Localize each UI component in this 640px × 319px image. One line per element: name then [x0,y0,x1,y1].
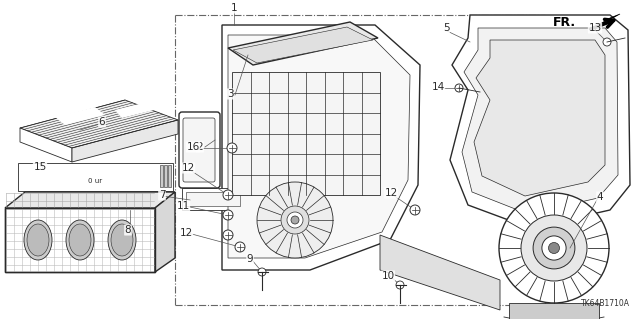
Text: 8: 8 [125,225,131,235]
Text: 10: 10 [381,271,395,281]
Polygon shape [5,192,175,208]
Polygon shape [228,35,410,258]
Polygon shape [380,235,500,310]
Circle shape [258,268,266,276]
Circle shape [235,242,245,252]
Circle shape [291,216,299,224]
Ellipse shape [66,220,94,260]
Polygon shape [115,100,162,118]
Circle shape [281,206,309,234]
Circle shape [533,227,575,269]
Text: TK64B1710A: TK64B1710A [581,299,630,308]
Polygon shape [222,25,420,270]
Bar [164,165,167,187]
Bar [160,165,163,187]
FancyBboxPatch shape [183,118,215,182]
Polygon shape [155,192,175,272]
Bar [186,192,240,206]
Circle shape [257,182,333,258]
Bar [182,188,244,210]
Circle shape [542,236,566,260]
Circle shape [455,84,463,92]
Polygon shape [5,208,155,272]
Ellipse shape [108,220,136,260]
Bar [509,303,599,319]
Circle shape [396,281,404,289]
Bar [18,163,173,191]
Circle shape [223,210,233,220]
Polygon shape [474,40,605,196]
Text: 13: 13 [588,23,602,33]
Text: 7: 7 [159,190,165,200]
Polygon shape [55,107,105,125]
Text: 6: 6 [99,117,106,127]
Polygon shape [450,15,630,228]
Text: 11: 11 [177,201,189,211]
Bar [5,208,155,272]
Polygon shape [590,14,620,30]
Text: 4: 4 [596,192,604,202]
Text: 3: 3 [227,89,234,99]
Ellipse shape [27,224,49,256]
Polygon shape [72,120,178,162]
Ellipse shape [69,224,91,256]
Text: 14: 14 [431,82,445,92]
Polygon shape [20,100,178,148]
Bar [232,72,380,195]
Circle shape [521,215,587,281]
Circle shape [499,193,609,303]
Polygon shape [233,27,373,63]
Polygon shape [20,128,72,162]
Bar [168,165,171,187]
Polygon shape [228,22,378,65]
Circle shape [223,230,233,240]
Text: 15: 15 [33,162,47,172]
Circle shape [227,143,237,153]
Text: FR.: FR. [553,16,576,28]
Circle shape [548,242,559,254]
Ellipse shape [111,224,133,256]
Circle shape [603,38,611,46]
FancyBboxPatch shape [179,112,220,188]
Text: 1: 1 [230,3,237,13]
Text: 5: 5 [443,23,449,33]
Text: 12: 12 [181,163,195,173]
Text: 16: 16 [186,142,200,152]
Circle shape [410,205,420,215]
Text: 2: 2 [196,142,204,152]
Polygon shape [462,28,618,214]
Text: 9: 9 [246,254,253,264]
Circle shape [287,212,303,228]
Text: 12: 12 [179,228,193,238]
Text: 12: 12 [385,188,397,198]
Circle shape [223,190,233,200]
Text: 0 ur: 0 ur [88,178,102,184]
Ellipse shape [24,220,52,260]
